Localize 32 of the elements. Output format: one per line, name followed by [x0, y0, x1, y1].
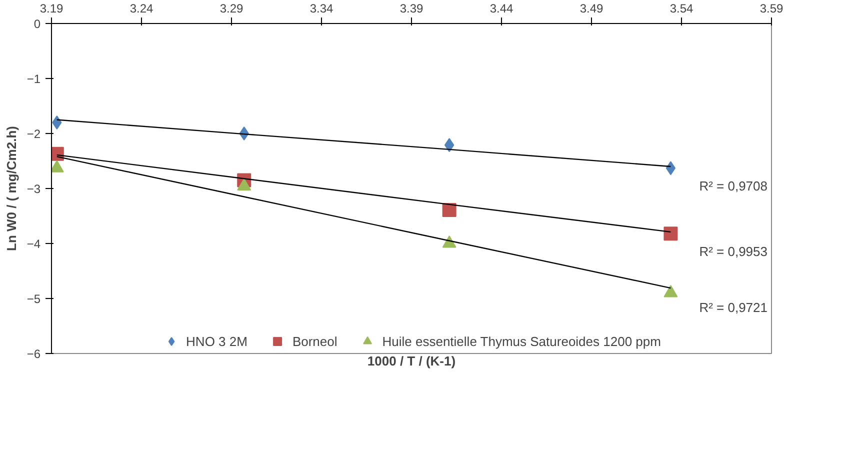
x-tick-label: 3.59 — [760, 2, 784, 16]
point — [442, 235, 456, 248]
point — [442, 202, 456, 217]
y-tick-label: −5 — [26, 292, 41, 306]
x-tick-label: 3.39 — [400, 2, 424, 16]
legend-label: Huile essentielle Thymus Satureoides 1200 ppm — [382, 334, 661, 348]
y-tick-label: 0 — [34, 17, 41, 31]
y-tick-label: −4 — [26, 237, 41, 251]
x-tick-label: 3.24 — [130, 2, 154, 16]
point — [237, 178, 252, 191]
y-axis-title: Ln W0 / ( mg/Cm2.h) — [4, 126, 19, 251]
point — [444, 138, 454, 152]
y-tick-label: −1 — [26, 72, 41, 86]
annotation: R² = 0,9721 — [699, 300, 768, 316]
y-tick-label: −3 — [26, 182, 41, 196]
point — [664, 226, 678, 241]
x-tick-label: 3.44 — [490, 2, 514, 16]
y-tick-label: −2 — [26, 127, 41, 141]
x-tick-label: 3.29 — [220, 2, 244, 16]
x-tick-label: 3.49 — [580, 2, 604, 16]
x-tick-label: 3.34 — [310, 2, 334, 16]
x-tick-label: 3.19 — [40, 2, 64, 16]
x-axis-title: 1000 / T / (K-1) — [367, 354, 456, 368]
point — [664, 284, 678, 298]
y-tick-label: −6 — [26, 347, 41, 361]
x-tick-label: 3.54 — [670, 2, 694, 16]
legend-label: Borneol — [292, 334, 338, 348]
point — [666, 161, 676, 176]
annotation: R² = 0,9953 — [699, 244, 768, 259]
point — [52, 116, 62, 130]
annotation: R² = 0,9708 — [699, 178, 768, 194]
legend-label: HNO 3 2M — [186, 334, 248, 348]
